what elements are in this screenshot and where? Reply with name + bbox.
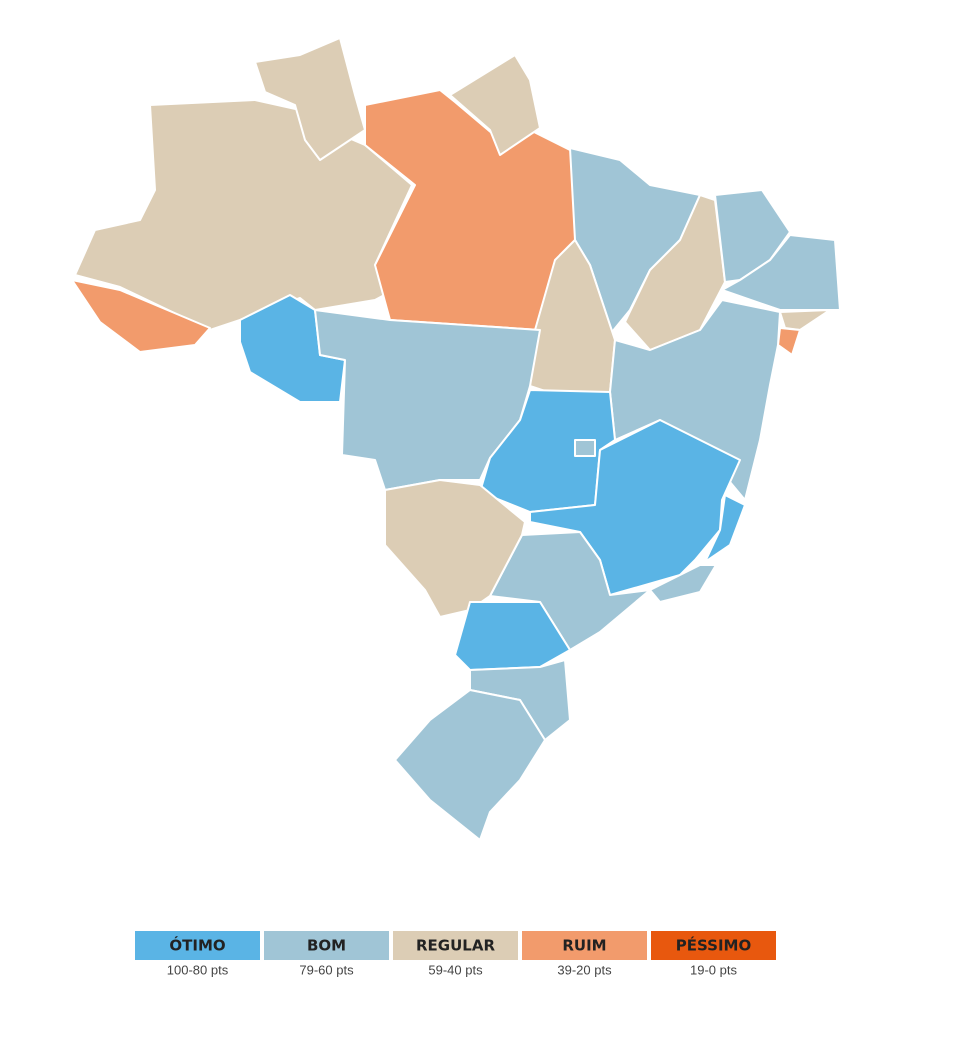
state <box>394 689 546 841</box>
state <box>254 37 366 161</box>
legend-swatch <box>522 931 647 960</box>
state <box>239 294 346 403</box>
legend-range: 19-0 pts <box>690 962 737 977</box>
state <box>489 531 651 651</box>
state <box>71 279 211 353</box>
legend-range: 39-20 pts <box>557 962 612 977</box>
state <box>779 309 831 331</box>
state <box>314 309 541 491</box>
state <box>574 439 596 457</box>
brazil-map <box>71 37 841 841</box>
state <box>777 327 801 356</box>
state <box>721 234 841 311</box>
state <box>384 479 526 618</box>
legend-swatch <box>135 931 260 960</box>
state <box>449 54 541 156</box>
legend-label: PÉSSIMO <box>676 936 751 955</box>
legend-label: ÓTIMO <box>169 936 225 955</box>
legend-range: 79-60 pts <box>299 962 354 977</box>
state <box>529 419 741 596</box>
legend-swatch <box>393 931 518 960</box>
legend-range: 100-80 pts <box>167 962 229 977</box>
legend-label: BOM <box>307 937 346 955</box>
legend-swatch <box>651 931 776 960</box>
legend-label: RUIM <box>562 937 606 955</box>
state <box>609 299 781 501</box>
legend-swatch <box>264 931 389 960</box>
legend-range: 59-40 pts <box>428 962 483 977</box>
state <box>704 494 746 563</box>
state <box>649 564 717 603</box>
legend: ÓTIMO 100-80 pts BOM 79-60 pts REGULAR 59-40 … <box>135 931 776 977</box>
legend-label: REGULAR <box>416 937 495 955</box>
